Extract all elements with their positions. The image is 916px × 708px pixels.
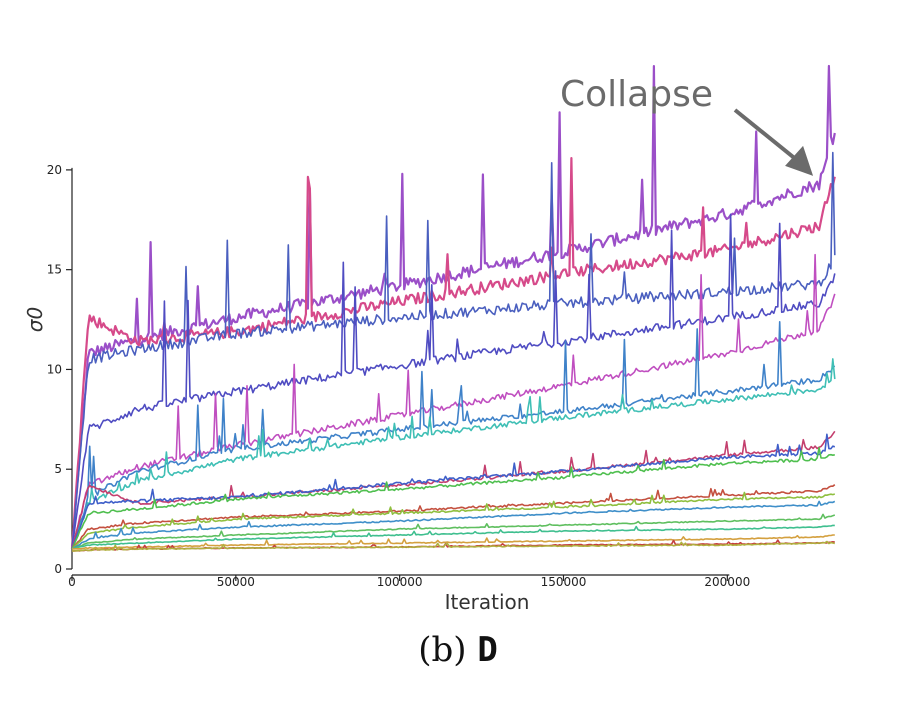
ticks-layer: 0 5 10 15 20 0 50000 100000 150000 200000 [47,163,751,589]
series-line [71,151,836,550]
series-line [71,534,835,550]
y-tick-label: 0 [54,562,62,576]
series-line [71,524,835,550]
x-tick-label: 0 [68,575,76,589]
series-line [70,157,836,550]
series-line [71,500,836,550]
series-line [71,540,835,552]
series-line [70,64,836,550]
collapse-arrowhead-icon [785,145,814,176]
figure-caption: (b) D [0,630,916,670]
series-line [71,321,836,550]
series-line [71,213,836,550]
y-axis-title: σ0 [23,307,47,332]
caption-prefix: (b) [418,630,467,670]
axes [71,167,730,576]
x-tick-label: 200000 [704,575,750,589]
series-line [71,433,836,550]
series-line [71,358,836,550]
y-tick-label: 10 [47,362,62,376]
series-line [71,430,836,550]
x-tick-label: 100000 [377,575,423,589]
x-axis-title: Iteration [445,590,530,614]
caption-label: D [477,630,498,670]
x-tick-label: 50000 [217,575,255,589]
series-line [71,491,836,550]
series-layer [70,64,836,552]
series-line [71,447,835,550]
collapse-arrow-icon [733,108,801,164]
y-tick-label: 15 [47,263,62,277]
y-tick-label: 5 [54,462,62,476]
x-tick-label: 150000 [541,575,587,589]
collapse-annotation: Collapse [560,74,814,176]
collapse-annotation-label: Collapse [560,74,713,115]
y-tick-label: 20 [47,163,62,177]
series-line [71,513,836,550]
